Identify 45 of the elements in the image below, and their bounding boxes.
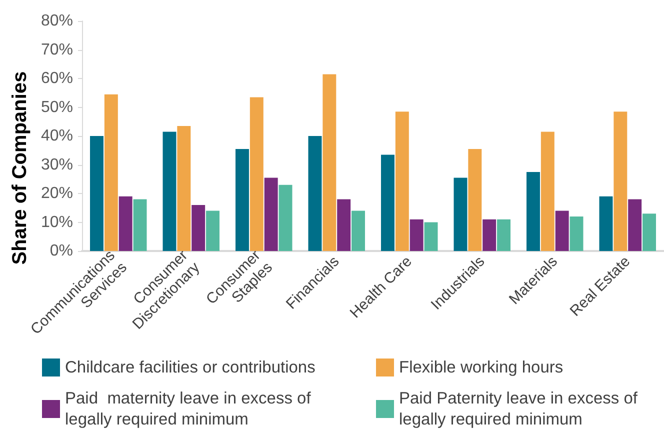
y-axis-title: Share of Companies [9,71,32,265]
bar [642,214,656,251]
bar [540,132,554,251]
y-tick-label: 60% [40,70,73,87]
legend-label: Childcare facilities or contributions [65,358,316,376]
bar [206,210,220,251]
bar [614,112,628,251]
bar [570,216,584,251]
y-tick-label: 10% [40,214,73,231]
bar [177,126,191,251]
bar [454,178,468,251]
bar [468,148,482,251]
y-tick-label: 30% [40,156,73,174]
bar [526,172,540,251]
bar [90,136,104,251]
bar [278,184,292,251]
bar [628,199,642,251]
y-tick-label: 20% [40,185,73,202]
bar [497,219,510,251]
bar [424,222,438,251]
bar [322,74,336,251]
bar [337,199,351,251]
bar [482,219,496,251]
bar [236,148,249,251]
bar [599,196,613,251]
bar [352,210,365,251]
legend-label: Paid maternity leave in excess of legally required minimum [65,390,316,428]
bar [162,132,176,251]
bar [410,219,424,251]
bar [104,94,118,251]
bar [395,112,409,251]
bar [118,196,132,251]
bar [381,154,394,251]
bar [555,210,569,251]
y-tick-label: 70% [40,41,73,58]
y-tick-label: 40% [40,128,73,144]
bar [192,205,206,251]
legend-label: Flexible working hours [399,358,564,376]
bar [250,97,264,251]
y-tick-label: 50% [40,98,73,116]
legend-label: Paid Paternity leave in excess of legally required minimum [399,390,642,428]
bar [133,199,147,251]
bar [308,136,322,251]
bar [264,178,278,251]
y-tick-label: 80% [40,12,73,30]
